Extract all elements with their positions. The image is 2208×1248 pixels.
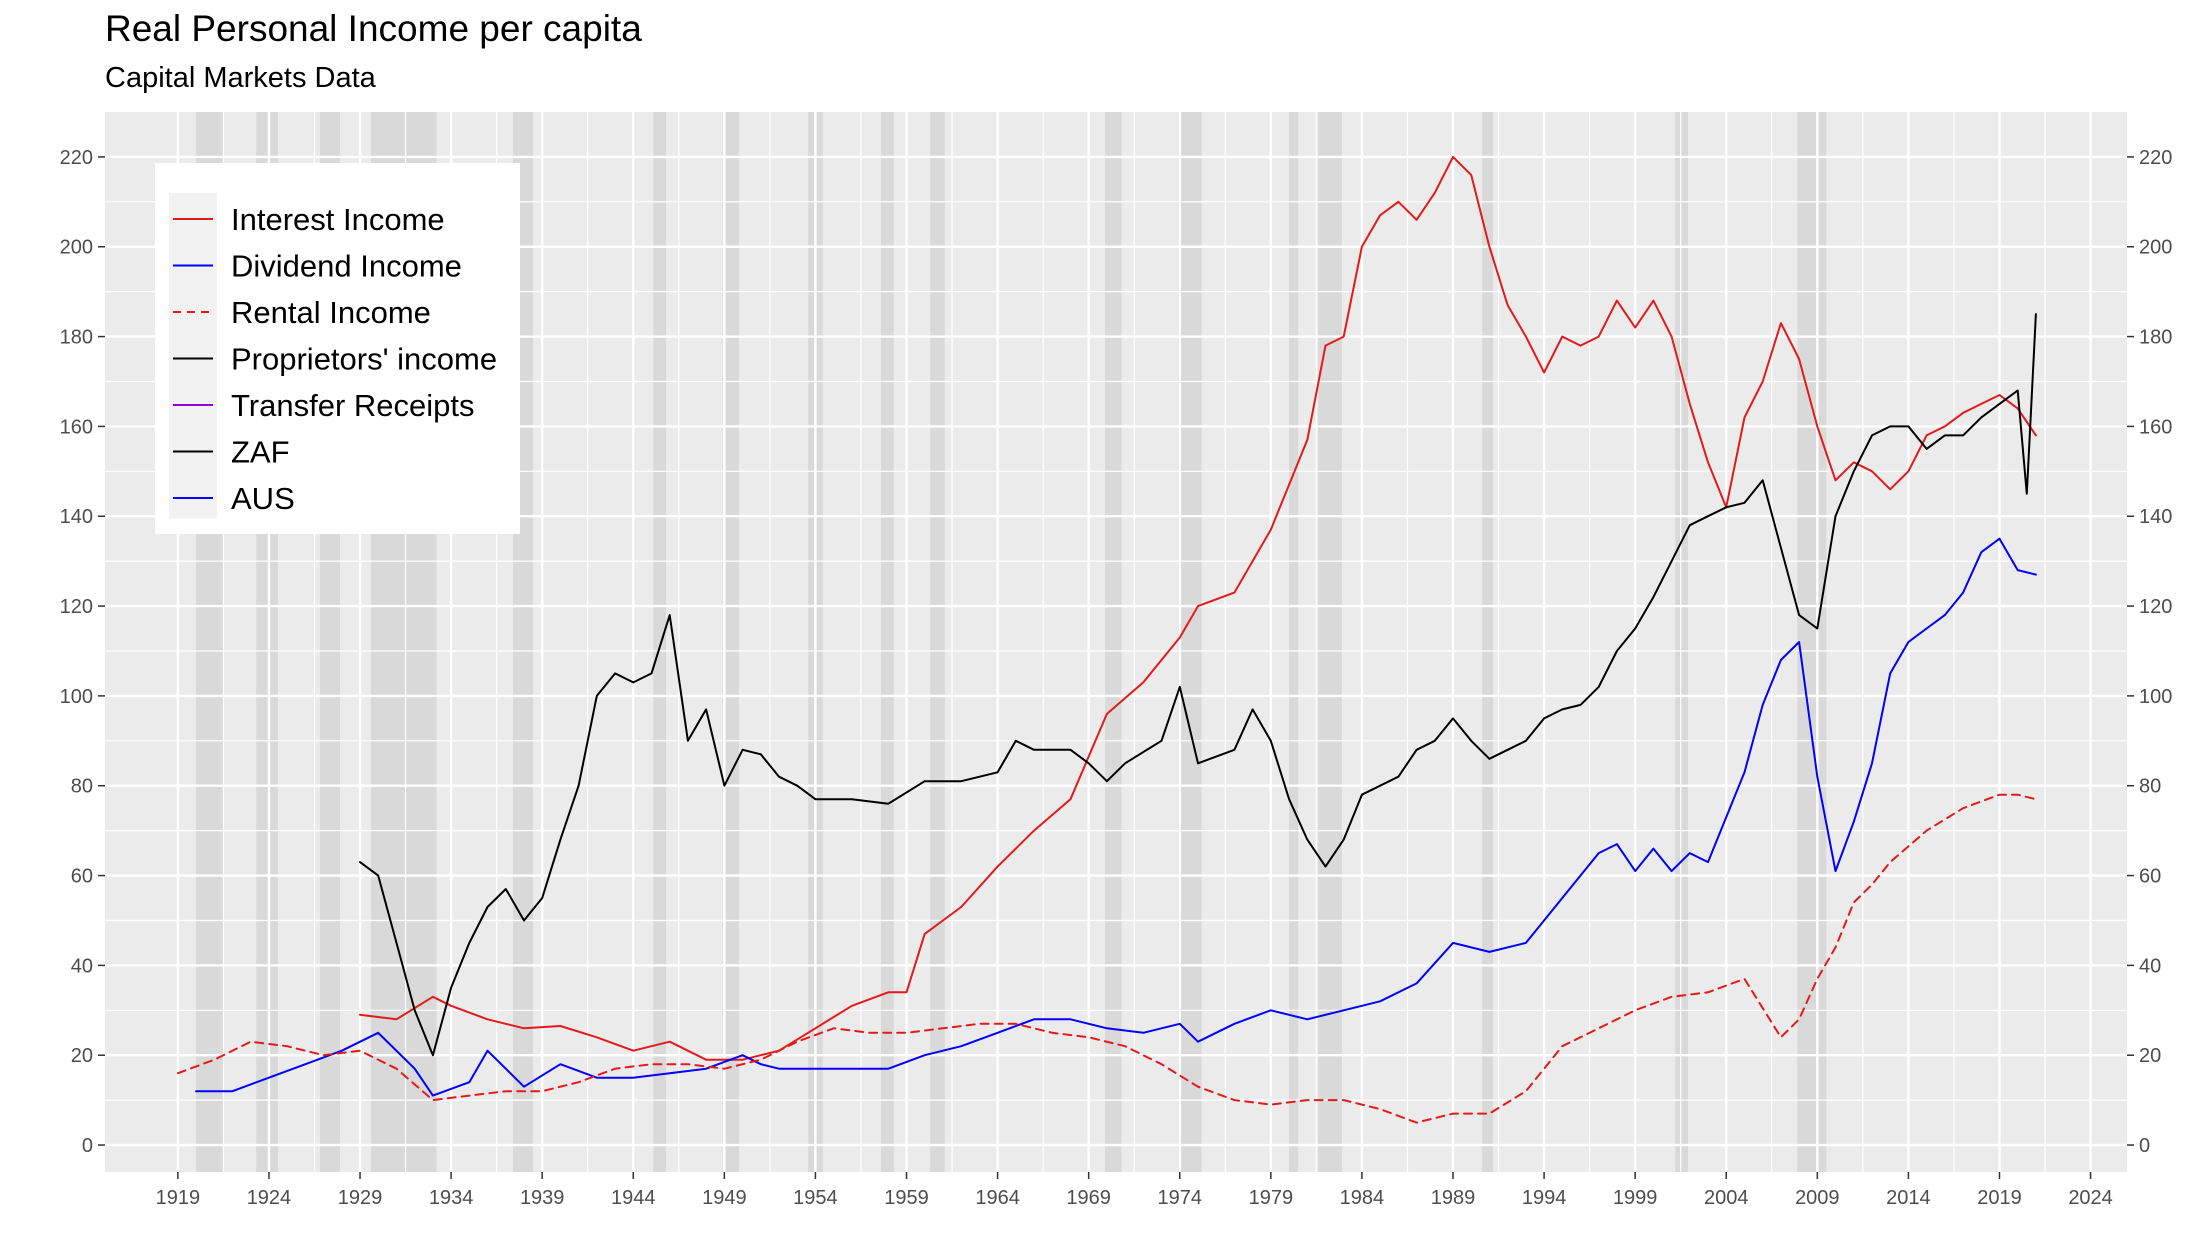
recession-band-11 — [1177, 112, 1202, 1172]
legend-label-1: Dividend Income — [231, 249, 462, 284]
recession-band-6 — [722, 112, 739, 1172]
y-tick-label-left: 220 — [60, 147, 93, 169]
legend-key-background — [169, 193, 217, 519]
x-tick-label: 2009 — [1795, 1187, 1840, 1209]
y-tick-label-right: 40 — [2139, 955, 2161, 977]
legend-label-6: AUS — [231, 481, 295, 516]
legend-label-4: Transfer Receipts — [231, 388, 475, 423]
y-tick-label-left: 20 — [71, 1045, 93, 1067]
x-tick-label: 2024 — [2068, 1187, 2113, 1209]
y-tick-label-left: 40 — [71, 955, 93, 977]
x-tick-label: 1999 — [1613, 1187, 1658, 1209]
recession-band-5 — [653, 112, 667, 1172]
series-group — [176, 155, 2037, 1124]
recession-band-16 — [1797, 112, 1827, 1172]
y-tick-label-right: 180 — [2139, 327, 2172, 349]
x-tick-label: 1939 — [520, 1187, 565, 1209]
x-tick-label: 1994 — [1522, 1187, 1567, 1209]
recession-band-13 — [1318, 112, 1342, 1172]
legend-label-3: Proprietors' income — [231, 342, 497, 377]
recession-band-8 — [881, 112, 894, 1172]
x-tick-label: 1929 — [338, 1187, 383, 1209]
x-tick-label: 1949 — [702, 1187, 747, 1209]
y-tick-label-left: 100 — [60, 686, 93, 708]
y-tick-label-left: 180 — [60, 327, 93, 349]
y-tick-label-right: 200 — [2139, 237, 2172, 259]
recession-band-15 — [1675, 112, 1688, 1172]
x-tick-label: 2004 — [1704, 1187, 1749, 1209]
series-line-3 — [359, 313, 2037, 1057]
x-tick-label: 1954 — [793, 1187, 838, 1209]
series-line-0 — [359, 155, 2037, 1061]
chart-subtitle: Capital Markets Data — [105, 62, 376, 94]
y-tick-label-right: 160 — [2139, 416, 2172, 438]
x-tick-label: 2014 — [1886, 1187, 1931, 1209]
x-tick-label: 1964 — [975, 1187, 1020, 1209]
y-tick-label-right: 0 — [2139, 1135, 2150, 1157]
y-tick-label-right: 60 — [2139, 866, 2161, 888]
x-tick-label: 2019 — [1977, 1187, 2022, 1209]
chart-title: Real Personal Income per capita — [105, 8, 642, 49]
y-tick-label-left: 120 — [60, 596, 93, 618]
y-tick-label-left: 60 — [71, 866, 93, 888]
y-tick-label-left: 0 — [82, 1135, 93, 1157]
recession-band-10 — [1105, 112, 1122, 1172]
legend-label-5: ZAF — [231, 435, 290, 470]
legend: Interest Income Dividend Income Rental Inc… — [155, 163, 520, 534]
y-tick-label-left: 140 — [60, 506, 93, 528]
recession-band-12 — [1289, 112, 1299, 1172]
series-line-2 — [176, 793, 2037, 1124]
y-tick-label-left: 160 — [60, 416, 93, 438]
y-tick-label-right: 100 — [2139, 686, 2172, 708]
x-tick-label: 1989 — [1431, 1187, 1476, 1209]
y-tick-label-right: 120 — [2139, 596, 2172, 618]
recession-band-14 — [1482, 112, 1494, 1172]
legend-label-2: Rental Income — [231, 295, 431, 330]
y-tick-label-right: 20 — [2139, 1045, 2161, 1067]
x-tick-label: 1974 — [1158, 1187, 1203, 1209]
x-tick-label: 1969 — [1066, 1187, 1111, 1209]
x-tick-label: 1924 — [247, 1187, 292, 1209]
x-tick-label: 1984 — [1340, 1187, 1385, 1209]
x-tick-label: 1979 — [1249, 1187, 1294, 1209]
x-tick-label: 1919 — [156, 1187, 201, 1209]
series-line-1 — [195, 537, 2037, 1097]
y-tick-label-left: 200 — [60, 237, 93, 259]
x-tick-label: 1944 — [611, 1187, 656, 1209]
y-tick-label-left: 80 — [71, 776, 93, 798]
y-tick-label-right: 140 — [2139, 506, 2172, 528]
x-tick-label: 1959 — [884, 1187, 929, 1209]
legend-label-0: Interest Income — [231, 202, 445, 237]
axes: 0 0 20 20 40 40 60 60 80 80 100 100 120 120 140 140 160 1… — [60, 147, 2173, 1209]
y-tick-label-right: 220 — [2139, 147, 2172, 169]
y-tick-label-right: 80 — [2139, 776, 2161, 798]
recession-band-9 — [930, 112, 945, 1172]
x-tick-label: 1934 — [429, 1187, 474, 1209]
